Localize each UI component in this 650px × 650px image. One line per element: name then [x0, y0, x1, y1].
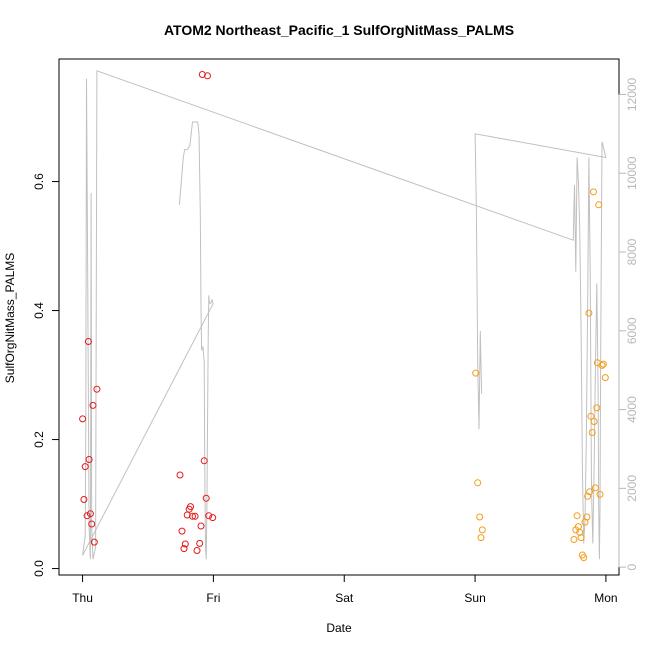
series-0-point	[204, 72, 211, 80]
series-2-line	[82, 70, 607, 560]
series-1-point	[591, 484, 599, 492]
y-axis-right: 0 2000 4000 6000 8000 10000 12000	[618, 77, 639, 570]
series-0-point	[191, 512, 199, 520]
series-0-point	[90, 538, 98, 546]
series-4-line	[82, 302, 214, 556]
series-1-point	[583, 513, 591, 521]
y-tick-label: 0.6	[32, 173, 46, 190]
series-0-point	[187, 503, 194, 511]
series-0-point	[189, 512, 196, 520]
series-0-point	[80, 496, 88, 503]
y2-tick-label: 8000	[625, 238, 639, 265]
series-0-point	[197, 522, 205, 530]
series-1-point	[573, 512, 581, 520]
series-1-point	[593, 404, 601, 412]
series-0-point	[84, 338, 92, 345]
series-0-point	[89, 401, 97, 409]
y-axis-label: SulfOrgNitMass_PALMS	[3, 253, 17, 383]
series-1-point	[596, 490, 604, 498]
series-1-point	[587, 412, 595, 420]
series-1-point	[584, 492, 592, 500]
series-1-point	[476, 513, 484, 521]
series-0-point	[85, 456, 93, 463]
series-0-point	[180, 545, 188, 553]
series-1-point	[588, 429, 596, 436]
series-1-point	[472, 369, 480, 377]
x-tick-label: Mon	[594, 591, 617, 605]
series-0-point	[176, 471, 184, 479]
chart-title: ATOM2 Northeast_Pacific_1 SulfOrgNitMass…	[164, 22, 514, 38]
y2-tick-label: 2000	[625, 475, 639, 502]
y-axis-left: 0.0 0.2 0.4 0.6	[32, 173, 60, 577]
series-1-point	[601, 374, 609, 382]
line-layer	[82, 70, 607, 560]
series-0-point	[196, 539, 204, 547]
series-1-point	[599, 360, 607, 368]
series-1-point	[580, 554, 588, 562]
series-0-point	[181, 540, 189, 548]
series-0-point	[88, 520, 96, 528]
series-0-point	[81, 463, 89, 471]
series-0-point	[202, 494, 210, 502]
series-0-point	[200, 457, 208, 465]
series-0-point	[86, 510, 94, 518]
series-3-line	[178, 121, 214, 560]
x-tick-label: Sun	[464, 591, 485, 605]
series-0-point	[198, 71, 206, 78]
x-tick-label: Sat	[335, 591, 354, 605]
series-1-point	[586, 488, 594, 496]
series-1-point	[570, 536, 578, 543]
series-0-point	[205, 512, 213, 520]
point-layer	[79, 71, 609, 562]
x-axis-label: Date	[326, 621, 352, 635]
x-axis: Thu Fri Sat Sun Mon	[72, 574, 618, 605]
series-0-point	[79, 415, 87, 423]
y2-tick-label: 10000	[625, 156, 639, 190]
series-1-point	[585, 309, 593, 317]
series-1-point	[595, 201, 603, 209]
y2-tick-label: 12000	[625, 77, 639, 111]
y-tick-label: 0.2	[32, 431, 46, 448]
series-1-point	[598, 361, 606, 369]
y2-tick-label: 4000	[625, 396, 639, 423]
series-1-point	[478, 526, 486, 534]
y2-tick-label: 0	[625, 563, 639, 570]
series-1-point	[577, 534, 585, 542]
series-1-point	[590, 188, 597, 196]
series-0-point	[193, 547, 201, 554]
x-tick-label: Thu	[72, 591, 93, 605]
x-tick-label: Fri	[206, 591, 220, 605]
series-1-point	[474, 479, 482, 487]
y2-tick-label: 6000	[625, 317, 639, 344]
series-1-point	[477, 534, 485, 542]
series-1-point	[590, 418, 598, 425]
series-1-point	[576, 528, 584, 536]
series-0-point	[178, 527, 186, 535]
y-tick-label: 0.0	[32, 560, 46, 577]
series-0-point	[93, 385, 101, 393]
series-0-point	[209, 514, 217, 522]
y-tick-label: 0.4	[32, 302, 46, 319]
